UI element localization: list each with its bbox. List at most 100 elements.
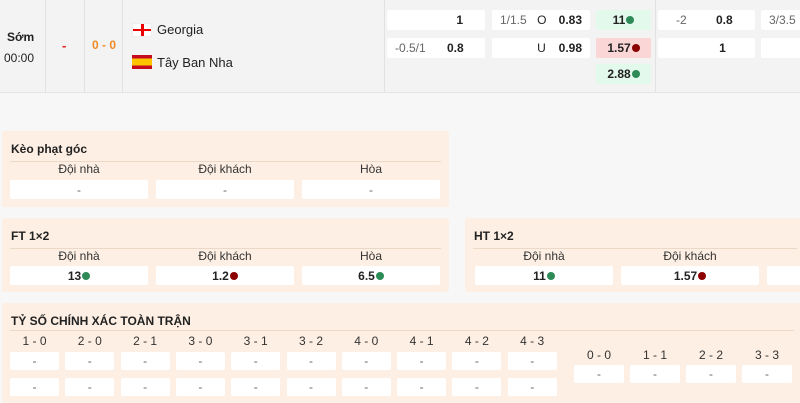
score-label: 4 - 0: [354, 334, 379, 348]
odds-cell[interactable]: 1.57: [621, 266, 759, 285]
odds-cell[interactable]: [767, 266, 800, 285]
odds-value: 1: [719, 41, 726, 55]
col-label: Đội khách: [198, 249, 252, 263]
draw-score-label: 2 - 2: [698, 348, 723, 362]
match-row[interactable]: Sớm 00:00 - 0 - 0 Georgia Tây Ban Nha 1 …: [0, 0, 800, 93]
odds-value: 1.57: [607, 41, 631, 55]
score-odds-cell[interactable]: -: [742, 365, 792, 383]
col-label: Đội nhà: [58, 249, 100, 263]
1x2-home-odds[interactable]: 11: [596, 10, 651, 30]
ou-line: 1/1.5: [500, 13, 527, 27]
over-odds[interactable]: 1/1.5 O 0.83: [492, 10, 590, 30]
correct-score-section: TỶ SỐ CHÍNH XÁC TOÀN TRẬN 1 - 0 - - 2 - 0…: [2, 303, 800, 403]
h1-handicap-away-odds[interactable]: 1: [658, 38, 755, 58]
score-odds-cell[interactable]: -: [341, 352, 391, 370]
odds-value: 1.57: [673, 268, 698, 283]
score-odds-cell[interactable]: -: [574, 365, 624, 383]
odds-value: 11: [612, 13, 626, 27]
h1-ou-under-odds[interactable]: [761, 38, 800, 58]
under-odds[interactable]: U 0.98: [492, 38, 590, 58]
hdp-line: -2: [676, 13, 687, 27]
score-odds-cell[interactable]: -: [397, 378, 447, 396]
ou-line: 3/3.5: [769, 13, 796, 27]
h1-ou-odds[interactable]: 3/3.5: [761, 10, 800, 30]
draw-score-label: 0 - 0: [586, 348, 611, 362]
spain-flag-icon: [132, 55, 152, 69]
col-label: Hòa: [359, 162, 382, 176]
score-odds-cell[interactable]: -: [231, 378, 281, 396]
col-label: Đội khách: [663, 249, 717, 263]
score-odds-cell[interactable]: -: [120, 352, 170, 370]
1x2-away-odds[interactable]: 1.57: [596, 38, 651, 58]
odds-cell[interactable]: -: [10, 180, 148, 199]
score-odds-cell[interactable]: -: [231, 352, 281, 370]
score-odds-cell[interactable]: -: [630, 365, 680, 383]
score-label: 3 - 2: [298, 334, 323, 348]
hdp-line: -0.5/1: [395, 41, 426, 55]
handicap-away-odds[interactable]: -0.5/1 0.8: [387, 38, 485, 58]
home-team[interactable]: Georgia: [157, 22, 204, 37]
up-indicator-icon: [82, 271, 91, 280]
odds-cell[interactable]: 6.5: [302, 266, 440, 285]
section-title: Kèo phạt góc: [11, 142, 88, 156]
ht-1x2-section: HT 1×2 Đội nhà Đội khách 11 1.57: [465, 218, 800, 292]
score-odds-cell[interactable]: -: [397, 352, 447, 370]
section-title: TỶ SỐ CHÍNH XÁC TOÀN TRẬN: [11, 314, 191, 328]
score-label: 1 - 0: [22, 334, 47, 348]
up-indicator-icon: [631, 70, 640, 78]
up-indicator-icon: [546, 271, 555, 280]
1x2-draw-odds[interactable]: 2.88: [596, 64, 651, 84]
score-odds-cell[interactable]: -: [507, 378, 557, 396]
odds-value: 0.8: [447, 41, 464, 55]
score-label: 3 - 1: [243, 334, 268, 348]
odds-value: 0.83: [558, 13, 582, 27]
section-title: FT 1×2: [11, 229, 50, 243]
odds-cell[interactable]: 11: [475, 266, 613, 285]
match-score: 0 - 0: [92, 38, 117, 52]
away-team[interactable]: Tây Ban Nha: [157, 55, 233, 70]
match-status: Sớm: [7, 30, 35, 44]
odds-value: 2.88: [607, 67, 631, 81]
handicap-home-odds[interactable]: 1: [387, 10, 485, 30]
score-odds-cell[interactable]: -: [10, 352, 59, 370]
down-indicator-icon: [631, 44, 640, 52]
match-time: 00:00: [4, 51, 35, 65]
score-odds-cell[interactable]: -: [65, 352, 115, 370]
draw-score-label: 1 - 1: [642, 348, 667, 362]
up-indicator-icon: [375, 271, 384, 280]
col-label: Hòa: [359, 249, 382, 263]
score-odds-cell[interactable]: -: [341, 378, 391, 396]
score-odds-cell[interactable]: -: [686, 365, 736, 383]
score-odds-cell[interactable]: -: [175, 352, 225, 370]
ou-side: O: [537, 13, 547, 27]
score-odds-cell[interactable]: -: [120, 378, 170, 396]
col-label: Đội khách: [198, 162, 252, 176]
score-odds-cell[interactable]: -: [507, 352, 557, 370]
score-label: 2 - 0: [77, 334, 102, 348]
odds-value: 1: [456, 13, 463, 27]
col-label: Đội nhà: [58, 162, 100, 176]
score-odds-cell[interactable]: -: [10, 378, 59, 396]
down-indicator-icon: [698, 271, 707, 280]
col-label: Đội nhà: [523, 249, 565, 263]
score-label: 3 - 0: [188, 334, 213, 348]
georgia-flag-icon: [132, 23, 152, 37]
score-odds-cell[interactable]: -: [452, 378, 502, 396]
odds-value: 1.2: [212, 268, 229, 283]
odds-value: 6.5: [358, 268, 375, 283]
score-odds-cell[interactable]: -: [65, 378, 115, 396]
ft-1x2-section: FT 1×2 Đội nhà Đội khách Hòa 13 1.2 6.5: [2, 218, 449, 292]
score-odds-cell[interactable]: -: [286, 352, 336, 370]
score-label: 4 - 1: [409, 334, 434, 348]
score-label: 4 - 2: [464, 334, 489, 348]
odds-cell[interactable]: -: [302, 180, 440, 199]
h1-handicap-odds[interactable]: -2 0.8: [658, 10, 755, 30]
down-indicator-icon: [229, 271, 238, 280]
score-label: 2 - 1: [133, 334, 158, 348]
odds-cell[interactable]: 1.2: [156, 266, 294, 285]
score-odds-cell[interactable]: -: [175, 378, 225, 396]
odds-cell[interactable]: -: [156, 180, 294, 199]
score-odds-cell[interactable]: -: [286, 378, 336, 396]
score-odds-cell[interactable]: -: [452, 352, 502, 370]
odds-cell[interactable]: 13: [10, 266, 148, 285]
